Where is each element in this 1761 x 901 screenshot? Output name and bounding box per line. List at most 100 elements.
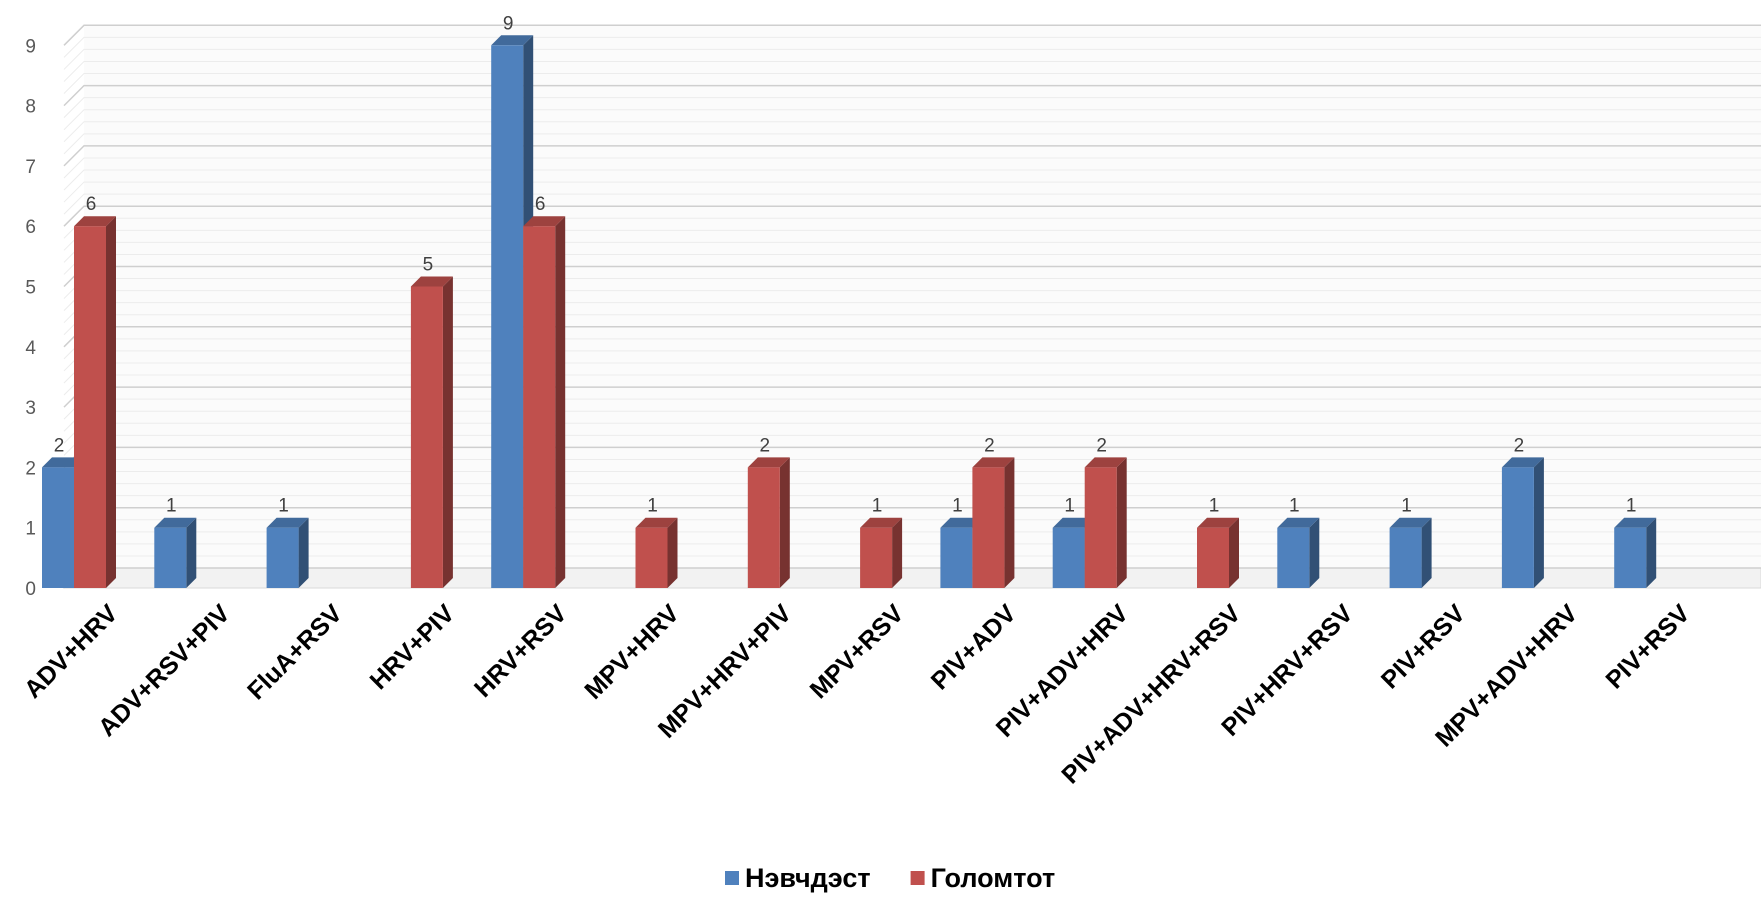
bar-front <box>410 286 443 588</box>
bar-top <box>491 35 534 46</box>
bar-top <box>1501 457 1544 468</box>
y-tick-label: 8 <box>25 97 36 118</box>
bar-side <box>1116 457 1127 588</box>
bar-top <box>1084 457 1127 468</box>
bar-top <box>1197 517 1239 528</box>
bar-top <box>1277 517 1320 528</box>
bar-top <box>635 517 678 528</box>
y-tick-label: 7 <box>25 157 36 178</box>
bar <box>154 517 197 588</box>
bar-top <box>747 457 790 468</box>
bar-front <box>154 527 187 588</box>
y-tick-label: 2 <box>25 458 36 479</box>
y-tick-label: 0 <box>25 579 36 600</box>
gridline-minor <box>63 109 1761 131</box>
bar-front <box>635 527 668 588</box>
bar-front <box>523 226 556 588</box>
bar-side <box>1533 457 1544 588</box>
data-label: 1 <box>1289 496 1300 517</box>
bar-side <box>1421 517 1432 588</box>
data-label: 1 <box>647 496 658 517</box>
y-tick-label: 6 <box>25 217 36 238</box>
bar-side <box>442 276 453 588</box>
bar-side <box>1229 517 1239 588</box>
bar-front <box>940 527 973 588</box>
data-label: 1 <box>1626 496 1637 517</box>
bar <box>635 517 678 588</box>
bar-top <box>154 517 197 528</box>
data-label: 1 <box>278 496 289 517</box>
legend-label: Голомтот <box>931 863 1056 893</box>
gridline-minor <box>63 133 1761 155</box>
bar <box>1501 457 1544 588</box>
bar <box>266 517 309 588</box>
data-label: 6 <box>86 194 97 215</box>
bar <box>747 457 790 588</box>
bar-top <box>1052 517 1095 528</box>
y-tick-label: 3 <box>25 398 36 419</box>
data-label: 1 <box>166 496 177 517</box>
data-label: 2 <box>54 435 65 456</box>
data-label: 5 <box>423 255 434 276</box>
bar-side <box>1309 517 1320 588</box>
bar-front <box>1084 467 1117 588</box>
legend-item: Голомтот <box>910 863 1056 893</box>
gridline-minor <box>63 36 1761 58</box>
bar-front <box>491 45 524 589</box>
bar <box>523 216 566 588</box>
bar-top <box>1614 517 1657 528</box>
bar-side <box>106 216 116 588</box>
bars <box>42 35 1657 589</box>
gridline-major <box>63 205 1761 227</box>
data-label: 1 <box>1064 496 1075 517</box>
data-label: 1 <box>952 496 963 517</box>
bar <box>410 276 453 588</box>
x-tick-label: ADV+HRV <box>19 599 124 704</box>
gridline-minor <box>63 169 1761 191</box>
y-tick-label: 5 <box>25 278 36 299</box>
gridline-minor <box>63 193 1761 215</box>
data-label: 1 <box>1209 496 1220 517</box>
data-labels: 2 6 1 1 5 9 6 1 2 1 1 2 1 2 1 1 1 2 1 <box>54 13 1637 516</box>
bar-side <box>1004 457 1015 588</box>
data-label: 2 <box>1514 435 1525 456</box>
y-tick-label: 4 <box>25 338 36 359</box>
bar-top <box>42 457 84 468</box>
x-tick-label: PIV+ADV <box>926 599 1022 695</box>
bar-front <box>1277 527 1310 588</box>
gridline-minor <box>63 73 1761 94</box>
gridline-minor <box>63 121 1761 143</box>
x-tick-label: HRV+PIV <box>365 599 461 695</box>
bar <box>1614 517 1657 588</box>
legend-swatch <box>910 871 925 885</box>
bar-front <box>42 467 74 588</box>
gridline-major <box>63 24 1761 46</box>
bar-side <box>667 517 678 588</box>
gridline-minor <box>63 48 1761 70</box>
bar <box>1277 517 1320 588</box>
legend-item: Нэвчдэст <box>725 863 871 893</box>
y-tick-label: 9 <box>25 36 36 57</box>
gridline-major <box>63 84 1761 107</box>
x-tick-label: MPV+RSV <box>805 599 910 704</box>
data-label: 2 <box>984 435 995 456</box>
bar <box>860 517 903 588</box>
bar-front <box>1501 467 1534 588</box>
bar-top <box>266 517 309 528</box>
legend-swatch <box>725 871 739 885</box>
bar-top <box>860 517 903 528</box>
bar-front <box>1389 527 1422 588</box>
bar-side <box>1646 517 1657 588</box>
bar <box>972 457 1015 588</box>
x-tick-label: FluA+RSV <box>242 599 348 705</box>
gridline-minor <box>63 181 1761 203</box>
bar-side <box>892 517 903 588</box>
data-label: 1 <box>1401 496 1412 517</box>
x-tick-label: HRV+RSV <box>469 599 573 703</box>
bar <box>1389 517 1432 588</box>
bar <box>1197 517 1239 588</box>
bar-front <box>972 467 1005 588</box>
bar-top <box>410 276 453 287</box>
bar-front <box>1052 527 1085 588</box>
bar-side <box>298 517 309 588</box>
